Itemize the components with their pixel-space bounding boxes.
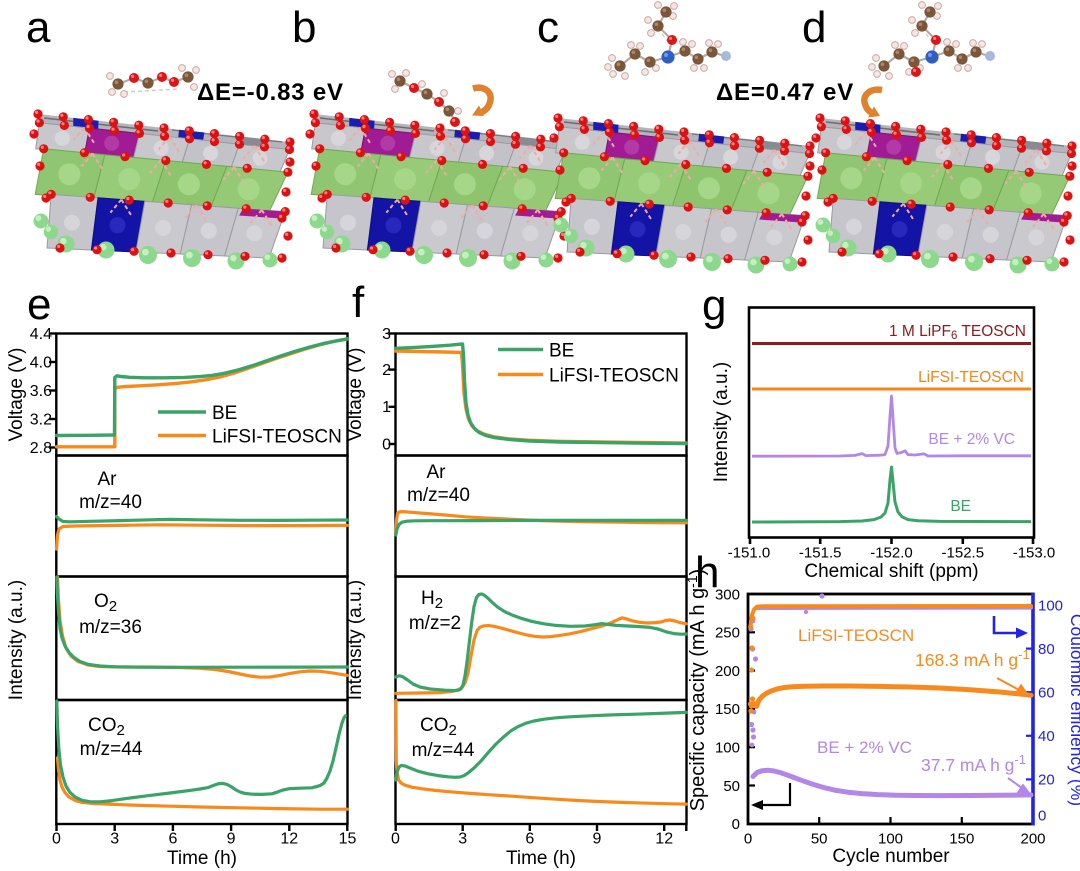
svg-text:12: 12: [655, 831, 673, 848]
svg-text:BE: BE: [950, 498, 971, 515]
svg-text:1 M LiPF6 TEOSCN: 1 M LiPF6 TEOSCN: [889, 323, 1026, 342]
svg-text:-153.0: -153.0: [1013, 545, 1056, 562]
svg-text:2: 2: [382, 362, 391, 379]
svg-text:Intensity (a.u.): Intensity (a.u.): [345, 580, 366, 700]
svg-text:150: 150: [949, 831, 974, 848]
svg-text:m/z=44: m/z=44: [412, 740, 475, 761]
svg-text:BE + 2% VC: BE + 2% VC: [928, 431, 1015, 448]
svg-text:Ar: Ar: [427, 462, 447, 483]
svg-text:Intensity (a.u.): Intensity (a.u.): [6, 580, 27, 700]
svg-text:3.6: 3.6: [30, 383, 52, 400]
svg-text:a: a: [26, 3, 51, 52]
svg-text:c: c: [537, 3, 559, 52]
svg-text:Voltage (V): Voltage (V): [6, 348, 27, 442]
svg-text:0: 0: [391, 831, 400, 848]
svg-text:37.7 mA h g-1: 37.7 mA h g-1: [921, 752, 1026, 775]
svg-text:b: b: [292, 3, 316, 52]
svg-text:Specific capacity (mA h g-1): Specific capacity (mA h g-1): [684, 569, 709, 812]
svg-text:20: 20: [1038, 772, 1055, 789]
svg-text:1: 1: [382, 399, 391, 416]
svg-text:LiFSI-TEOSCN: LiFSI-TEOSCN: [798, 626, 914, 645]
svg-text:60: 60: [1038, 685, 1055, 702]
svg-text:CO2: CO2: [88, 715, 125, 739]
svg-text:40: 40: [1038, 728, 1055, 745]
svg-text:4.0: 4.0: [30, 354, 52, 371]
svg-text:0: 0: [382, 436, 391, 453]
svg-text:LiFSI-TEOSCN: LiFSI-TEOSCN: [212, 427, 342, 448]
svg-text:4.4: 4.4: [30, 326, 52, 343]
svg-text:Coulombic efficiency (%): Coulombic efficiency (%): [1067, 614, 1080, 806]
svg-text:d: d: [802, 3, 826, 52]
svg-text:15: 15: [339, 831, 357, 848]
svg-text:9: 9: [227, 831, 236, 848]
svg-text:ΔE=0.47 eV: ΔE=0.47 eV: [716, 79, 854, 106]
svg-text:0: 0: [732, 816, 740, 833]
svg-text:12: 12: [280, 831, 298, 848]
svg-text:CO2: CO2: [420, 715, 457, 739]
svg-text:BE + 2% VC: BE + 2% VC: [817, 738, 912, 757]
svg-text:80: 80: [1038, 641, 1055, 658]
svg-text:m/z=2: m/z=2: [409, 613, 461, 634]
svg-text:50: 50: [723, 778, 740, 795]
svg-text:m/z=36: m/z=36: [79, 617, 142, 638]
svg-text:Cycle number: Cycle number: [832, 846, 950, 867]
svg-text:250: 250: [715, 625, 740, 642]
svg-text:300: 300: [715, 586, 740, 603]
svg-text:f: f: [352, 278, 365, 327]
svg-text:9: 9: [593, 831, 602, 848]
svg-text:100: 100: [878, 831, 903, 848]
svg-text:Voltage (V): Voltage (V): [345, 348, 366, 442]
svg-text:m/z=40: m/z=40: [407, 485, 470, 506]
svg-text:3: 3: [110, 831, 119, 848]
svg-text:3: 3: [382, 326, 391, 343]
svg-text:200: 200: [715, 663, 740, 680]
svg-text:H2: H2: [421, 588, 443, 612]
svg-text:-151.5: -151.5: [799, 545, 842, 562]
svg-text:e: e: [27, 280, 51, 329]
svg-text:O2: O2: [94, 591, 117, 615]
svg-text:150: 150: [715, 701, 740, 718]
svg-text:50: 50: [811, 831, 828, 848]
svg-text:100: 100: [715, 740, 740, 757]
svg-text:6: 6: [525, 831, 534, 848]
svg-text:BE: BE: [549, 341, 574, 362]
svg-text:g: g: [702, 281, 726, 330]
svg-text:LiFSI-TEOSCN: LiFSI-TEOSCN: [918, 369, 1024, 386]
svg-text:-152.5: -152.5: [942, 545, 985, 562]
svg-text:0: 0: [52, 831, 61, 848]
svg-text:Intensity (a.u.): Intensity (a.u.): [711, 362, 732, 482]
svg-text:2.8: 2.8: [30, 440, 52, 457]
svg-text:3.2: 3.2: [30, 411, 52, 428]
svg-text:m/z=40: m/z=40: [79, 492, 142, 513]
svg-text:Time (h): Time (h): [506, 848, 576, 869]
svg-text:168.3 mA h g-1: 168.3 mA h g-1: [915, 647, 1030, 670]
svg-text:LiFSI-TEOSCN: LiFSI-TEOSCN: [549, 366, 679, 387]
svg-text:Chemical shift (ppm): Chemical shift (ppm): [804, 561, 978, 582]
svg-text:100: 100: [1038, 597, 1063, 614]
svg-text:0: 0: [744, 831, 752, 848]
svg-text:Time (h): Time (h): [167, 848, 237, 869]
svg-text:Ar: Ar: [98, 469, 118, 490]
svg-text:ΔE=-0.83 eV: ΔE=-0.83 eV: [197, 79, 344, 106]
svg-text:200: 200: [1020, 831, 1045, 848]
svg-text:-151.0: -151.0: [728, 545, 771, 562]
svg-text:m/z=44: m/z=44: [80, 739, 143, 760]
svg-text:BE: BE: [212, 403, 237, 424]
svg-text:h: h: [695, 548, 719, 597]
svg-text:3: 3: [458, 831, 467, 848]
svg-text:6: 6: [168, 831, 177, 848]
svg-text:-152.0: -152.0: [870, 545, 913, 562]
svg-text:0: 0: [1038, 808, 1046, 825]
